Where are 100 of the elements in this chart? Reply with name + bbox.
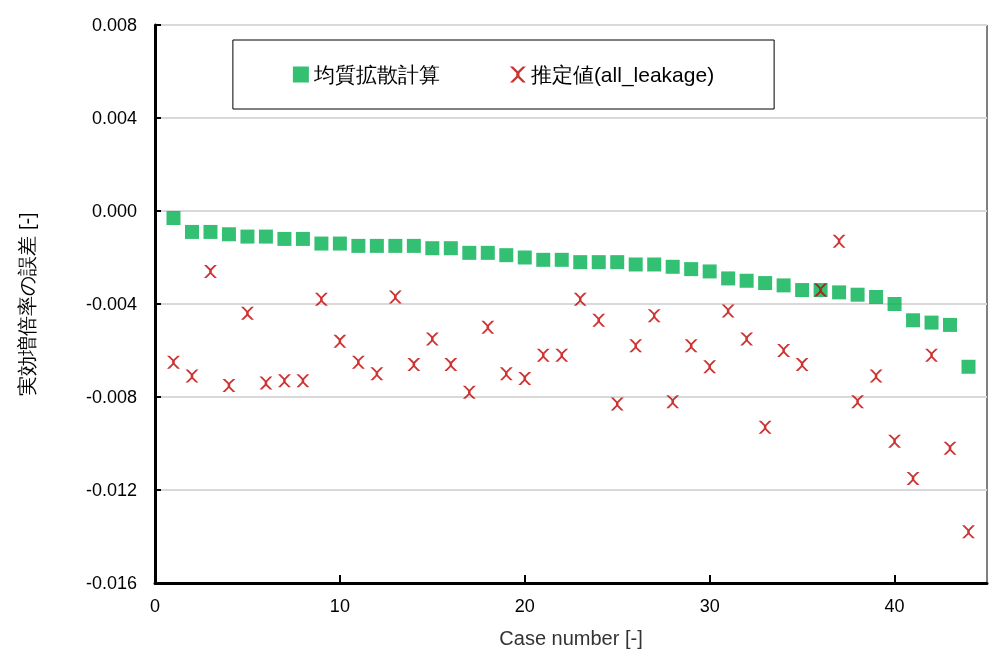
point — [425, 241, 440, 256]
point — [925, 348, 939, 362]
point — [777, 344, 791, 357]
point — [481, 320, 495, 334]
point — [906, 313, 921, 328]
point — [776, 278, 791, 293]
point — [295, 231, 310, 246]
point — [240, 229, 255, 244]
point — [684, 339, 698, 353]
point — [721, 271, 736, 286]
x-tick-label: 10 — [329, 596, 350, 616]
x-tick-label: 30 — [699, 596, 720, 616]
point — [888, 434, 902, 448]
point — [740, 332, 754, 346]
x-tick-label: 0 — [149, 596, 161, 616]
point — [185, 369, 199, 383]
point — [629, 339, 643, 353]
point — [647, 257, 662, 272]
point — [887, 297, 902, 311]
point — [259, 376, 273, 390]
point — [703, 360, 717, 374]
point — [203, 224, 218, 239]
point — [314, 236, 329, 251]
point — [943, 317, 958, 332]
point — [924, 315, 939, 330]
point — [333, 334, 347, 348]
point — [665, 259, 680, 274]
point — [388, 290, 402, 304]
legend-label: 均質拡散計算 — [312, 63, 440, 86]
point — [518, 371, 532, 385]
point — [702, 264, 717, 279]
point — [258, 229, 273, 244]
x-tick-label: 20 — [514, 596, 535, 616]
point — [851, 395, 865, 409]
point — [499, 248, 514, 263]
point — [536, 252, 551, 267]
point — [869, 290, 884, 305]
point — [592, 313, 606, 327]
point — [832, 285, 847, 300]
point — [370, 367, 384, 381]
point — [332, 236, 347, 251]
point — [554, 252, 569, 267]
y-tick-label: -0.008 — [85, 387, 137, 407]
point — [591, 255, 606, 270]
point — [222, 378, 236, 392]
point — [406, 238, 421, 253]
point — [832, 234, 846, 248]
point — [166, 355, 180, 369]
x-tick-label: 40 — [884, 596, 905, 616]
point — [203, 264, 217, 278]
point — [351, 238, 366, 253]
point — [943, 441, 957, 455]
point — [647, 309, 661, 323]
point — [425, 332, 439, 346]
point — [573, 292, 587, 306]
point — [517, 250, 532, 265]
y-tick-label: 0.004 — [91, 108, 137, 128]
point — [462, 385, 476, 399]
point — [795, 283, 810, 298]
y-tick-label: 0.000 — [91, 201, 137, 221]
point — [610, 397, 624, 411]
point — [240, 306, 254, 320]
point — [277, 374, 291, 388]
point — [407, 357, 421, 371]
y-axis-title: 実効増倍率の誤差 [-] — [16, 212, 38, 396]
point — [961, 359, 976, 374]
point — [684, 262, 699, 277]
point — [444, 357, 458, 371]
point — [721, 304, 735, 318]
point — [739, 273, 754, 288]
point — [666, 395, 680, 409]
point — [628, 257, 643, 272]
point — [906, 471, 920, 485]
point — [388, 238, 403, 253]
point — [499, 367, 513, 381]
point — [795, 357, 809, 371]
point — [462, 245, 477, 260]
point — [296, 374, 310, 388]
point — [536, 348, 550, 362]
point — [962, 525, 976, 539]
point — [314, 292, 328, 306]
point — [555, 348, 569, 362]
y-tick-label: -0.016 — [85, 573, 137, 593]
point — [351, 355, 365, 369]
point — [850, 287, 865, 302]
point — [184, 224, 199, 239]
y-tick-label: -0.004 — [85, 294, 137, 314]
y-tick-label: -0.012 — [85, 480, 137, 500]
point — [480, 245, 495, 260]
point — [369, 238, 384, 253]
point — [758, 420, 772, 434]
point — [277, 231, 292, 246]
legend-label: 推定値(all_leakage) — [530, 63, 715, 87]
x-axis-title: Case number [-] — [499, 627, 643, 649]
point — [610, 255, 625, 270]
point — [443, 241, 458, 256]
point — [221, 227, 236, 242]
y-tick-label: 0.008 — [91, 15, 137, 35]
point — [573, 255, 588, 270]
point — [758, 276, 773, 291]
